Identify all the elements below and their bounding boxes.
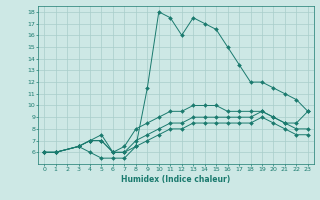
X-axis label: Humidex (Indice chaleur): Humidex (Indice chaleur): [121, 175, 231, 184]
